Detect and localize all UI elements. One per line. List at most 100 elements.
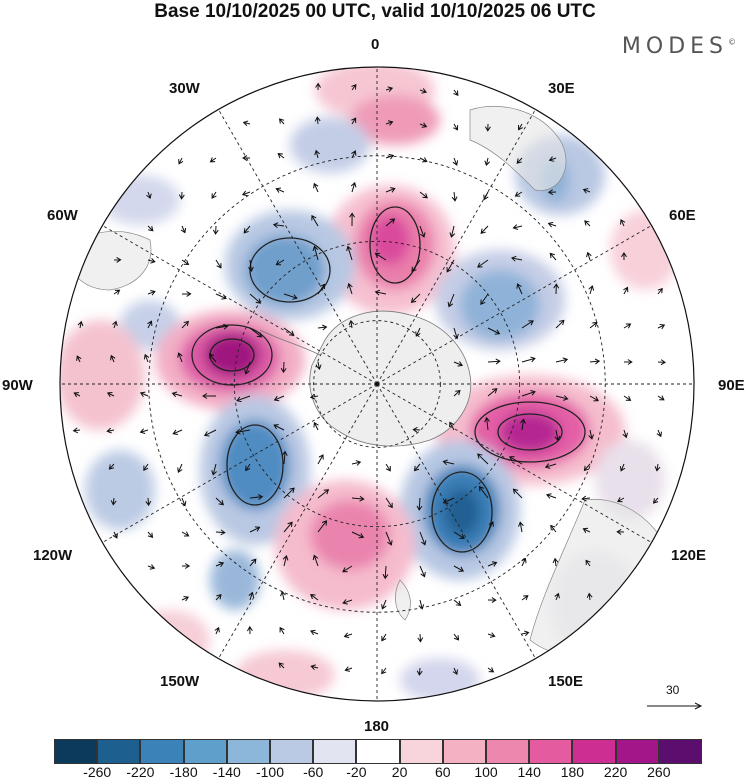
wind-arrow xyxy=(617,497,625,503)
wind-arrow xyxy=(351,150,357,159)
contour-line xyxy=(431,471,493,553)
wind-arrow xyxy=(553,283,560,295)
label-lon-120e: 120E xyxy=(671,547,707,564)
wind-arrow xyxy=(351,531,365,539)
colorbar-swatch xyxy=(658,739,703,764)
wind-arrow xyxy=(518,521,524,533)
colorbar-tick-label: -60 xyxy=(303,764,324,780)
wind-arrow xyxy=(236,395,251,403)
label-lon-0: 0 xyxy=(371,36,380,53)
wind-arrow xyxy=(487,327,501,335)
wind-arrow xyxy=(244,361,251,375)
chart-title: Base 10/10/2025 00 UTC, valid 10/10/2025… xyxy=(154,1,596,22)
wind-arrow xyxy=(480,225,489,234)
wind-arrow xyxy=(586,592,593,601)
wind-arrow xyxy=(447,293,455,308)
colorbar-swatch xyxy=(313,739,357,764)
wind-arrow xyxy=(208,353,217,363)
wind-arrow xyxy=(180,225,187,234)
contour-line xyxy=(497,413,563,451)
wind-arrow xyxy=(309,393,319,400)
wind-arrow xyxy=(172,429,183,435)
wind-arrow xyxy=(280,590,286,601)
wind-arrow xyxy=(555,357,569,364)
wind-arrow xyxy=(282,555,289,567)
wind-arrow xyxy=(72,427,81,434)
wind-arrow xyxy=(657,359,667,366)
wind-arrow xyxy=(203,429,217,437)
colorbar-swatch xyxy=(54,739,98,764)
wind-arrow xyxy=(510,255,523,262)
wind-arrow xyxy=(657,395,665,401)
wind-arrow xyxy=(555,319,565,329)
wind-arrow xyxy=(311,214,319,227)
wind-arrow xyxy=(487,358,501,365)
wind-arrow xyxy=(588,429,594,440)
wind-arrow xyxy=(281,450,288,465)
wind-arrow xyxy=(273,395,285,402)
colorbar-swatch xyxy=(270,739,314,764)
wind-arrow xyxy=(385,120,394,126)
wind-arrow xyxy=(275,259,285,266)
wind-arrow xyxy=(410,293,421,304)
wind-arrow xyxy=(477,453,489,465)
wind-arrow xyxy=(480,293,489,306)
wind-arrow xyxy=(657,323,666,330)
meridian-line xyxy=(218,109,378,385)
wind-scale-reference: 30 xyxy=(645,683,705,713)
wind-arrow xyxy=(73,392,81,398)
colorbar-swatch xyxy=(442,739,487,764)
wind-arrow xyxy=(520,418,526,431)
wind-arrow xyxy=(417,633,424,643)
wind-arrow xyxy=(483,191,489,201)
wind-arrow xyxy=(584,220,591,227)
wind-arrow xyxy=(139,428,149,434)
wind-arrow xyxy=(241,190,251,197)
wind-arrow xyxy=(385,218,396,227)
colorbar-swatch xyxy=(356,739,400,764)
wind-arrow xyxy=(310,664,319,671)
wind-arrow xyxy=(110,497,117,506)
wind-arrow xyxy=(181,291,192,297)
colorbar xyxy=(54,739,703,764)
wind-arrow xyxy=(478,485,489,499)
wind-arrow xyxy=(272,222,285,229)
wind-arrow xyxy=(348,319,355,329)
wind-arrow xyxy=(654,463,661,472)
wind-arrow xyxy=(446,259,455,273)
wind-arrow xyxy=(344,666,353,672)
label-lon-150e: 150E xyxy=(548,673,584,690)
wind-arrow xyxy=(317,489,330,499)
wind-arrow xyxy=(544,463,557,469)
wind-arrow xyxy=(442,459,455,466)
south-pole-marker xyxy=(375,382,379,386)
wind-arrow xyxy=(181,531,190,537)
wind-arrow xyxy=(181,320,189,329)
wind-arrow xyxy=(249,558,257,567)
wind-arrow xyxy=(280,361,287,374)
wind-arrow xyxy=(453,599,462,607)
wind-arrow xyxy=(214,626,220,635)
contour-line xyxy=(226,424,284,506)
colorbar-tick-label: -220 xyxy=(126,764,155,780)
wind-arrow xyxy=(283,293,298,300)
wind-arrow xyxy=(487,521,494,533)
wind-arrow xyxy=(243,225,251,234)
wind-arrow xyxy=(623,286,629,295)
wind-vectors xyxy=(72,82,667,676)
wind-arrow xyxy=(312,245,319,261)
wind-arrow xyxy=(521,595,529,601)
wind-arrow xyxy=(381,667,387,675)
wind-scale-label: 30 xyxy=(666,683,680,697)
wind-arrow xyxy=(516,157,523,164)
wind-arrow xyxy=(583,463,591,472)
wind-arrow xyxy=(245,463,251,472)
meridian-line xyxy=(102,383,378,543)
wind-arrow xyxy=(147,531,154,539)
wind-arrow xyxy=(484,157,491,167)
wind-arrow xyxy=(246,625,253,635)
colorbar-tick-label: 260 xyxy=(647,764,671,780)
wind-arrow xyxy=(484,416,490,431)
colorbar-tick-label: -100 xyxy=(255,764,285,780)
wind-arrow xyxy=(619,463,626,472)
